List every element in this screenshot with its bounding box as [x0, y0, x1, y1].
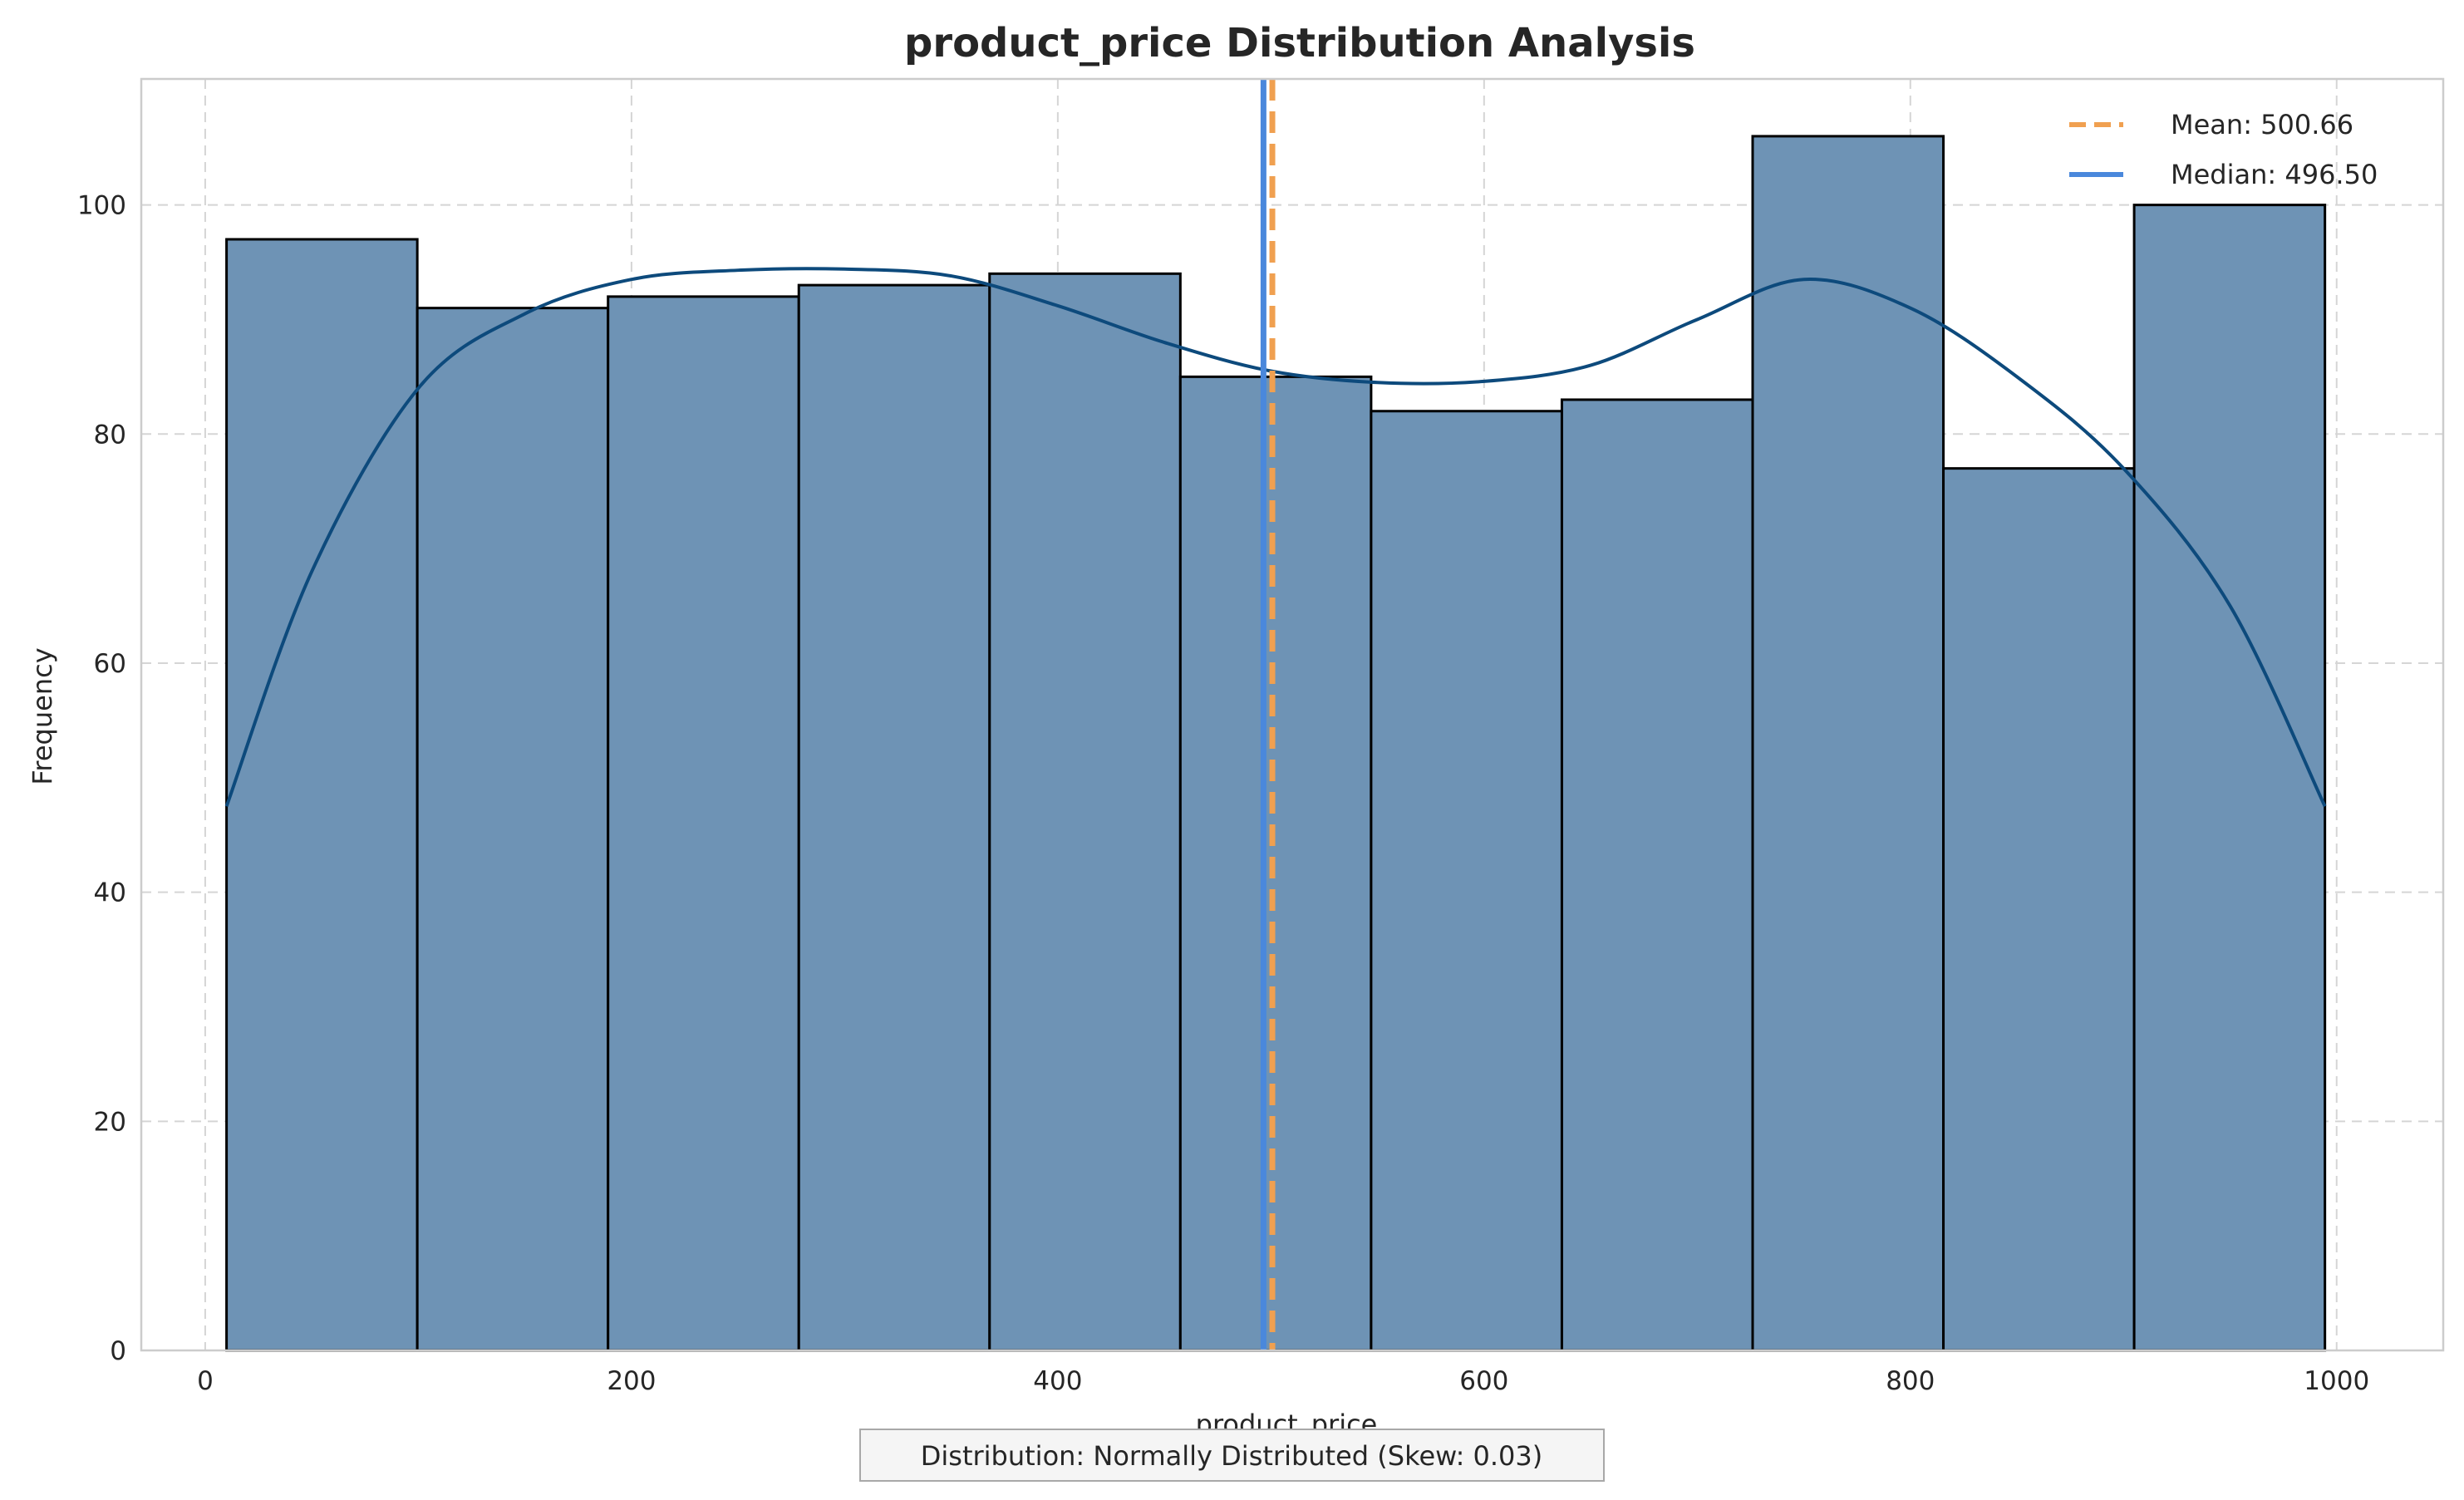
histogram-bar-0	[225, 238, 419, 1352]
x-tick-label: 800	[1886, 1366, 1935, 1396]
plot-frame	[140, 77, 2445, 1352]
chart-title: product_price Distribution Analysis	[904, 20, 1695, 66]
y-tick-label: 40	[94, 878, 126, 908]
reference-lines	[1260, 79, 1276, 1350]
y-tick-label: 60	[94, 649, 126, 679]
x-tick-label: 1000	[2304, 1366, 2369, 1396]
annotation-text: Distribution: Normally Distributed (Skew…	[921, 1440, 1543, 1472]
annotation-box	[859, 1429, 1605, 1482]
histogram-bar-7	[1560, 398, 1754, 1352]
y-axis-ticks: 0 20 40 60 80 100	[77, 191, 126, 1366]
distribution-annotation: Distribution: Normally Distributed (Skew…	[859, 1429, 1605, 1482]
x-tick-label: 600	[1459, 1366, 1508, 1396]
legend: Mean: 500.66 Median: 496.50	[2069, 109, 2378, 190]
histogram-bar-3	[797, 283, 991, 1352]
legend-median-label: Median: 496.50	[2171, 159, 2378, 190]
histogram-bar-8	[1751, 135, 1945, 1352]
histogram-bar-2	[607, 295, 800, 1352]
y-axis-title: Frequency	[27, 647, 58, 784]
x-tick-label: 400	[1033, 1366, 1082, 1396]
x-axis-ticks: 0 200 400 600 800 1000	[197, 1366, 2369, 1396]
y-tick-label: 100	[77, 191, 126, 221]
histogram-bar-5	[1178, 375, 1373, 1352]
y-tick-label: 20	[94, 1107, 126, 1137]
histogram-bar-10	[2132, 204, 2327, 1352]
x-tick-label: 0	[197, 1366, 214, 1396]
histogram-bar-9	[1942, 467, 2136, 1352]
y-tick-label: 0	[110, 1336, 126, 1366]
histogram-bar-6	[1370, 410, 1563, 1352]
x-tick-label: 200	[607, 1366, 656, 1396]
histogram-bar-4	[988, 272, 1182, 1352]
y-tick-label: 80	[94, 420, 126, 450]
legend-mean-label: Mean: 500.66	[2171, 109, 2353, 140]
histogram-bar-1	[416, 307, 610, 1352]
histogram-bars	[225, 135, 2327, 1352]
